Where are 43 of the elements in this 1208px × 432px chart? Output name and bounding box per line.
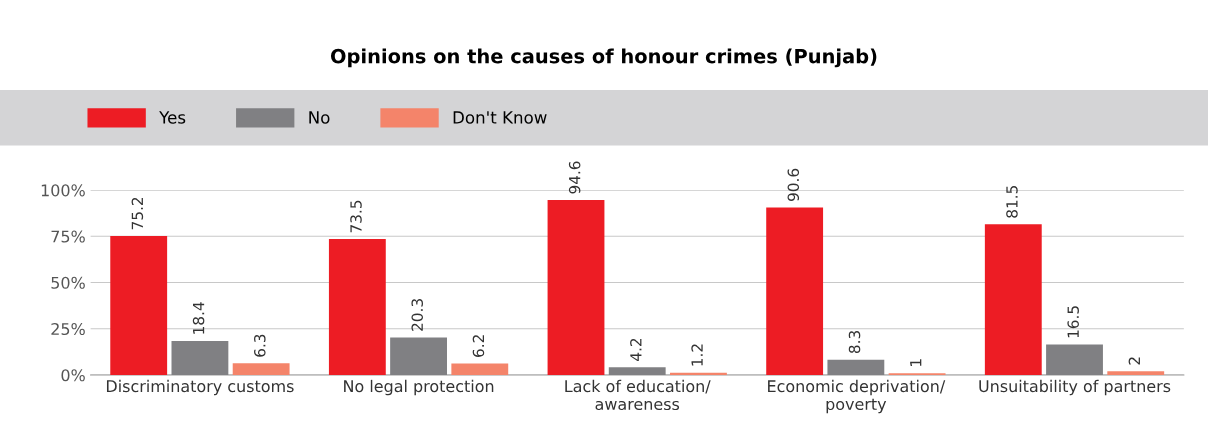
x-tick-label: Unsuitability of partners — [979, 379, 1171, 396]
bar — [608, 367, 666, 375]
x-tick-label: No legal protection — [344, 379, 494, 396]
data-label: 1.2 — [691, 344, 703, 366]
data-label: 8.3 — [848, 331, 861, 354]
data-label: 20.3 — [411, 299, 423, 331]
bar — [390, 337, 447, 375]
bar — [984, 224, 1042, 375]
bar — [451, 363, 509, 375]
data-label: 6.2 — [472, 335, 485, 357]
data-label: 2 — [1128, 357, 1140, 365]
bar — [232, 363, 290, 375]
bar — [328, 239, 386, 375]
legend-label: Don't Know — [453, 111, 547, 124]
bar — [110, 235, 168, 375]
data-label: 16.5 — [1067, 306, 1079, 338]
data-label: 18.4 — [192, 302, 205, 334]
bar — [1046, 344, 1103, 375]
bar — [766, 207, 824, 375]
bar — [547, 200, 605, 375]
data-label: 6.3 — [254, 334, 266, 357]
bar — [171, 340, 229, 375]
data-label: 94.6 — [568, 161, 581, 194]
y-tick-label: 25% — [51, 322, 85, 336]
bar — [670, 372, 727, 375]
data-label: 75.2 — [131, 197, 144, 230]
x-tick-label: Economic deprivation/ poverty — [768, 379, 946, 414]
y-tick-label: 0% — [61, 369, 85, 382]
y-tick-label: 50% — [51, 276, 85, 289]
x-tick-label: Lack of education/ awareness — [565, 379, 711, 411]
data-label: 4.2 — [630, 338, 642, 361]
bar — [827, 359, 885, 375]
y-tick-label: 75% — [51, 230, 85, 243]
data-label: 90.6 — [787, 168, 800, 201]
bar — [1107, 371, 1165, 375]
x-tick-label: Discriminatory customs — [106, 379, 294, 396]
chart-title: Opinions on the causes of honour crimes (Punjab) — [330, 48, 877, 68]
data-label: 73.5 — [350, 200, 362, 233]
data-label: 1 — [910, 359, 922, 366]
y-tick-label: 100% — [41, 184, 85, 197]
legend-label: No — [309, 111, 330, 124]
legend-label: Yes — [159, 111, 186, 124]
data-label: 81.5 — [1006, 186, 1018, 218]
